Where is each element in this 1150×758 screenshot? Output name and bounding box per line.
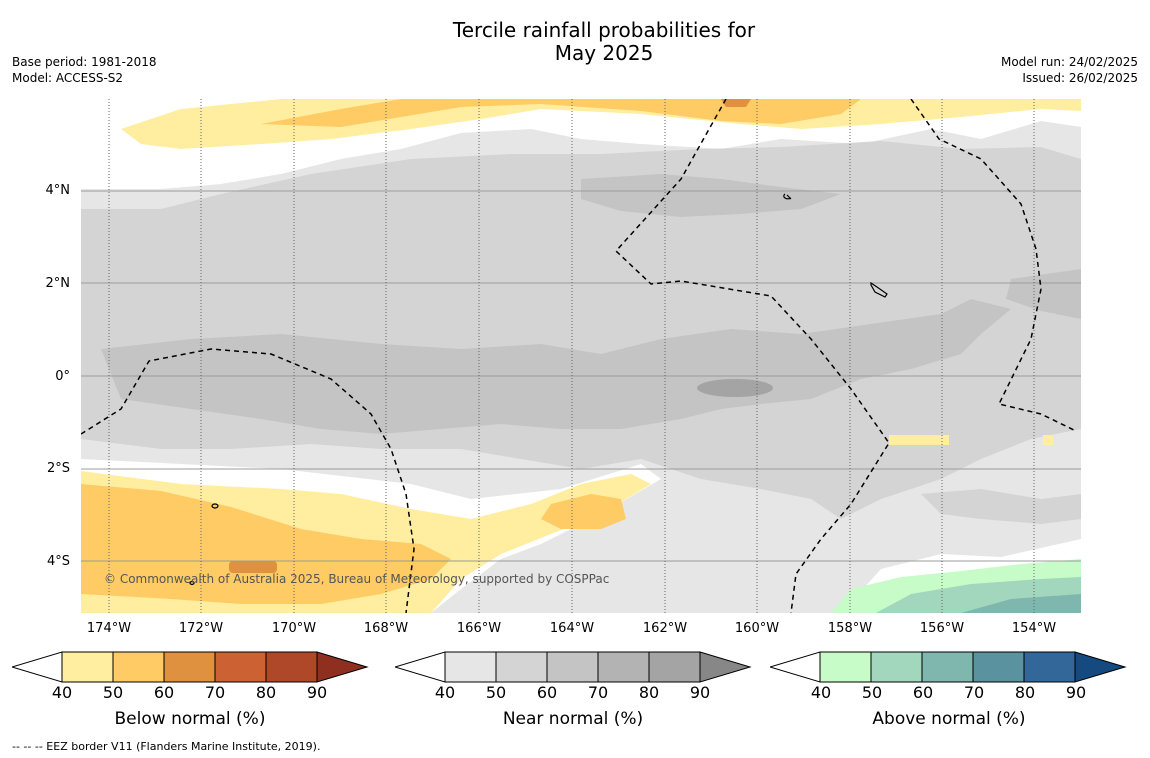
lat-label-2n: 2°N — [45, 276, 71, 291]
tick-below-50: 50 — [102, 683, 124, 702]
title-line-2: May 2025 — [554, 41, 654, 65]
island-south-west — [211, 503, 219, 509]
colorbar-segment — [870, 651, 923, 683]
colorbar-segment — [597, 651, 650, 683]
below-normal-title: Below normal (%) — [114, 709, 266, 729]
colorbar-under-arrow — [770, 651, 821, 683]
tick-above-70: 70 — [963, 683, 985, 702]
map-canvas — [81, 99, 1081, 613]
tick-above-80: 80 — [1014, 683, 1036, 702]
colorbar-over-arrow — [699, 651, 752, 683]
colorbar-segment — [1023, 651, 1076, 683]
colorbar-segment — [819, 651, 872, 683]
colorbar-segment — [495, 651, 548, 683]
colorbar-segment — [444, 651, 497, 683]
eez-footnote: -- -- -- EEZ border V11 (Flanders Marine… — [12, 740, 321, 753]
below-normal-colorbar — [12, 651, 369, 683]
colorbar-over-arrow — [316, 651, 369, 683]
lat-label-2s: 2°S — [46, 461, 70, 476]
tick-near-80: 80 — [638, 683, 660, 702]
colorbar-segment — [163, 651, 216, 683]
lon-label-166w: 166°W — [456, 621, 502, 636]
lon-label-164w: 164°W — [549, 621, 595, 636]
tick-above-40: 40 — [810, 683, 832, 702]
title-line-1: Tercile rainfall probabilities for — [452, 18, 756, 42]
model-info: Base period: 1981-2018 Model: ACCESS-S2 — [12, 54, 157, 86]
colorbar-under-arrow — [395, 651, 446, 683]
tick-near-50: 50 — [485, 683, 507, 702]
near-normal-60-north — [581, 174, 841, 217]
tick-below-40: 40 — [51, 683, 73, 702]
issued-date: Issued: 26/02/2025 — [1022, 71, 1138, 85]
lat-label-4s: 4°S — [46, 554, 70, 569]
tick-near-40: 40 — [434, 683, 456, 702]
above-normal-title: Above normal (%) — [872, 709, 1026, 729]
near-normal-50-east — [921, 489, 1081, 524]
copyright-notice: © Commonwealth of Australia 2025, Bureau… — [104, 572, 610, 586]
lon-label-160w: 160°W — [734, 621, 780, 636]
lon-label-174w: 174°W — [86, 621, 132, 636]
tick-above-60: 60 — [912, 683, 934, 702]
near-normal-60-region — [101, 299, 1011, 434]
below-normal-60-north-spot — [721, 99, 751, 107]
lon-label-156w: 156°W — [919, 621, 965, 636]
above-normal-colorbar — [770, 651, 1127, 683]
colorbar-under-arrow — [12, 651, 63, 683]
below-normal-50-south — [81, 484, 451, 604]
island-south-central — [189, 580, 195, 586]
tick-below-70: 70 — [204, 683, 226, 702]
tick-below-80: 80 — [255, 683, 277, 702]
below-normal-50-central — [541, 494, 626, 529]
near-normal-70-core — [697, 379, 773, 397]
colorbar-segment — [265, 651, 318, 683]
colorbar-segment — [648, 651, 701, 683]
colorbar-segment — [61, 651, 114, 683]
near-normal-colorbar — [395, 651, 752, 683]
eez-borders — [81, 99, 1077, 613]
lon-label-154w: 154°W — [1011, 621, 1057, 636]
eez-border-east — [910, 99, 1077, 432]
model-name: Model: ACCESS-S2 — [12, 71, 124, 85]
colorbar-segment — [972, 651, 1025, 683]
lon-label-158w: 158°W — [827, 621, 873, 636]
near-normal-60-east — [1006, 269, 1081, 319]
lat-label-equator: 0° — [55, 369, 70, 384]
tick-near-70: 70 — [587, 683, 609, 702]
lon-label-170w: 170°W — [271, 621, 317, 636]
island-north-atoll — [783, 193, 792, 200]
colorbar-segment — [112, 651, 165, 683]
lat-label-4n: 4°N — [45, 183, 71, 198]
base-period: Base period: 1981-2018 — [12, 55, 157, 69]
near-normal-title: Near normal (%) — [502, 709, 644, 729]
lon-label-162w: 162°W — [642, 621, 688, 636]
below-normal-50-north — [261, 99, 861, 127]
eez-border-west — [81, 348, 415, 613]
probability-map: © Commonwealth of Australia 2025, Bureau… — [81, 99, 1081, 613]
above-normal-60-region — [961, 594, 1081, 613]
tick-above-50: 50 — [861, 683, 883, 702]
lon-label-172w: 172°W — [178, 621, 224, 636]
map-title: Tercile rainfall probabilities for May 2… — [375, 19, 833, 65]
tick-above-90: 90 — [1065, 683, 1087, 702]
below-normal-40-east-dot — [1043, 435, 1053, 445]
tick-near-60: 60 — [536, 683, 558, 702]
model-run: Model run: 24/02/2025 — [1000, 55, 1138, 69]
below-normal-60-south-spot — [229, 561, 277, 573]
island-east-atoll — [870, 281, 888, 298]
colorbar-segment — [921, 651, 974, 683]
tick-near-90: 90 — [689, 683, 711, 702]
colorbar-segment — [214, 651, 267, 683]
islands — [189, 193, 888, 586]
eez-border-north — [614, 99, 890, 613]
tick-below-90: 90 — [306, 683, 328, 702]
lon-label-168w: 168°W — [363, 621, 409, 636]
latitude-gridlines — [81, 190, 1081, 562]
below-normal-40-east-patch — [889, 435, 949, 445]
colorbar-segment — [546, 651, 599, 683]
run-info: Model run: 24/02/2025 Issued: 26/02/2025 — [1001, 54, 1138, 86]
tick-below-60: 60 — [153, 683, 175, 702]
colorbar-over-arrow — [1074, 651, 1127, 683]
